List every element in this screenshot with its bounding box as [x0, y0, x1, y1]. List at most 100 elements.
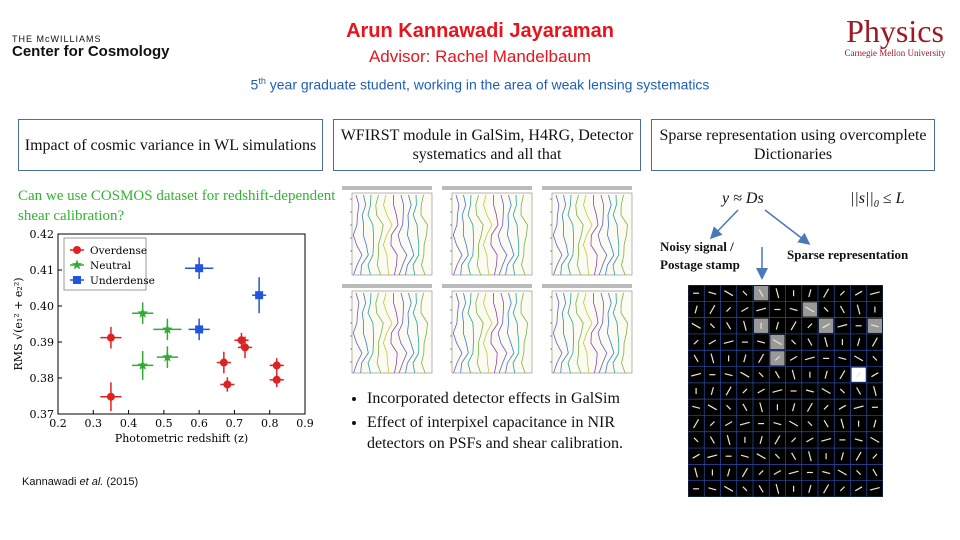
dictionary-atom [802, 302, 817, 317]
contour-line [567, 292, 574, 374]
atom-stroke [758, 289, 764, 297]
atom-stroke [840, 452, 844, 461]
atom-stroke [692, 405, 701, 409]
dictionary-atom [873, 419, 877, 428]
dictionary-atom [774, 453, 780, 459]
dictionary-atom [691, 322, 701, 329]
atom-stroke [775, 321, 779, 330]
atom-stroke [774, 370, 780, 379]
atom-stroke [823, 404, 829, 410]
contour-panel [342, 284, 433, 374]
dictionary-atom [741, 467, 748, 478]
dictionary-atom [773, 422, 782, 426]
dictionary-atom [741, 306, 749, 313]
arrow-sparse [764, 209, 811, 245]
dictionary-atom [806, 437, 814, 443]
dictionary-atom [824, 337, 828, 348]
atom-stroke [856, 372, 862, 378]
dictionary-atom [740, 454, 749, 458]
subtitle: 5th year graduate student, working in th… [0, 76, 960, 93]
contour-line [520, 194, 528, 276]
contour-line [482, 194, 493, 276]
dictionary-atom [872, 468, 878, 477]
contour-line [497, 292, 508, 374]
contour-line [520, 292, 528, 374]
dictionary-atom [823, 288, 830, 298]
dictionary-atom [775, 321, 779, 330]
contour-line [560, 292, 569, 374]
atom-stroke [691, 322, 701, 329]
dictionary-atom [840, 452, 844, 461]
dictionary-atom [790, 321, 797, 331]
dictionary-atom [742, 388, 748, 394]
dictionary-atom [770, 351, 785, 366]
dictionary-atom [789, 355, 798, 361]
atom-stroke [872, 468, 878, 477]
subtitle-num: 5 [250, 76, 259, 93]
atom-stroke [856, 469, 862, 476]
atom-stroke [709, 304, 716, 315]
contour-line [567, 194, 574, 276]
contour-line [420, 194, 428, 276]
citation: Kannawadi et al. (2015) [22, 476, 138, 488]
dictionary-atom [724, 421, 733, 427]
data-point [223, 380, 232, 389]
formula-approx: y ≈ Ds [722, 190, 764, 207]
atom-stroke [821, 438, 832, 442]
dictionary-atom [840, 418, 845, 429]
data-point [237, 336, 246, 345]
noisy-signal-line2: Postage stamp [660, 257, 740, 272]
subtitle-rest: year graduate student, working in the ar… [265, 76, 710, 93]
data-point [195, 325, 204, 334]
dictionary-atom [789, 307, 798, 312]
data-point [137, 307, 148, 318]
dictionary-atom [758, 469, 764, 476]
logo-small-text: THE McWILLIAMS [12, 34, 102, 44]
subtitle-sup: th [258, 76, 266, 86]
dictionary-atom [791, 369, 796, 380]
atom-stroke [791, 452, 797, 461]
formula-norm: ||s||0 ≤ L [850, 190, 905, 210]
atom-stroke [806, 402, 813, 412]
x-axis-label: Photometric redshift (z) [115, 432, 248, 445]
atom-stroke [808, 289, 812, 298]
dictionary-atom [823, 484, 830, 494]
contour-line [605, 194, 615, 276]
dictionary-atom [742, 486, 748, 492]
y-tick-label: 0.39 [30, 336, 55, 349]
contour-line [420, 292, 428, 374]
dictionary-atom [839, 486, 845, 492]
atom-stroke [854, 438, 863, 442]
contour-line [412, 292, 420, 374]
contour-line [512, 194, 520, 276]
dictionary-atom [725, 386, 732, 396]
atom-stroke [693, 339, 699, 345]
atom-stroke [870, 324, 879, 328]
data-point [162, 351, 173, 362]
atom-stroke [741, 306, 749, 313]
atom-stroke [693, 418, 700, 429]
dictionary-atom [791, 452, 797, 461]
atom-stroke [856, 387, 862, 395]
atom-stroke [740, 371, 750, 378]
atom-stroke [870, 436, 880, 443]
atom-stroke [774, 355, 780, 361]
x-tick-label: 0.4 [120, 417, 138, 430]
contour-line [390, 292, 399, 374]
atom-stroke [772, 389, 783, 393]
panel-title-bar [342, 186, 432, 190]
contour-line [475, 292, 484, 374]
dictionary-atom [742, 403, 748, 412]
atom-stroke [837, 469, 847, 476]
atom-stroke [805, 389, 814, 393]
contour-line [352, 194, 363, 276]
x-tick-label: 0.3 [85, 417, 103, 430]
contour-line [467, 292, 474, 374]
atom-stroke [838, 356, 847, 360]
dictionary-atom [869, 291, 880, 295]
contour-line [620, 194, 628, 276]
atom-stroke [871, 337, 878, 347]
atom-stroke [869, 291, 880, 295]
bullet-list: Incorporated detector effects in GalSim … [345, 388, 645, 457]
mcwilliams-logo: THE McWILLIAMS Center for Cosmology [12, 34, 170, 60]
